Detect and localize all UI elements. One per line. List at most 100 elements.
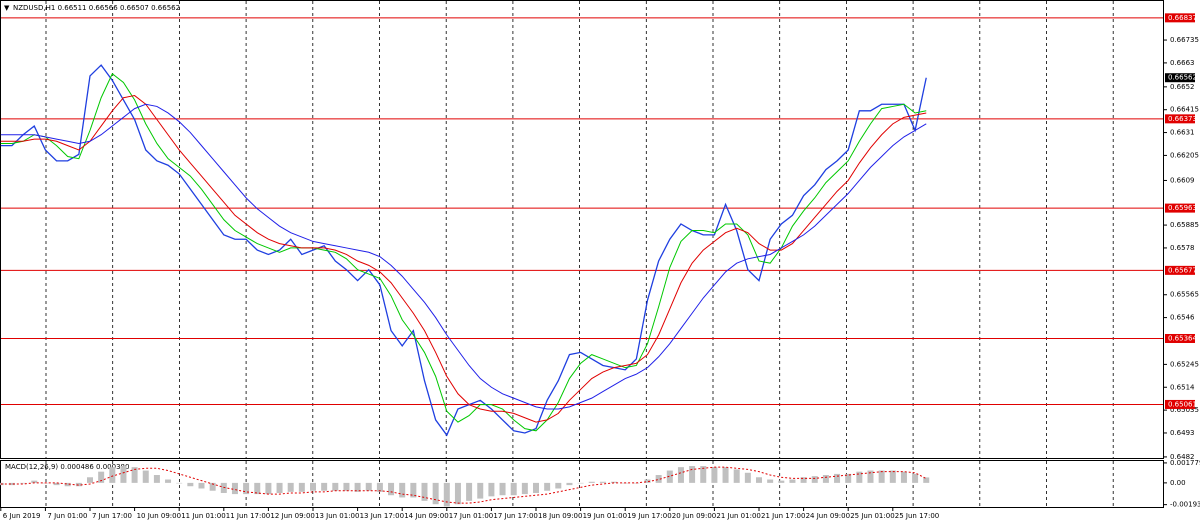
symbol-header: NZDUSD,H1 0.66511 0.66566 0.66507 0.6656…: [13, 4, 180, 12]
x-tick-label: 13 Jun 17:00: [360, 512, 404, 520]
macd-bar: [410, 482, 417, 498]
macd-bar: [477, 482, 484, 499]
y-tick-label: 0.001779: [1170, 459, 1200, 467]
macd-bar: [376, 482, 383, 492]
macd-bar: [220, 482, 227, 493]
macd-bar: [845, 473, 852, 483]
level-label-box: [1165, 333, 1195, 343]
macd-bar: [187, 482, 194, 487]
y-tick-label: 0.00: [1170, 479, 1186, 487]
macd-bar: [521, 482, 528, 495]
macd-bar: [744, 472, 751, 483]
macd-bar: [332, 482, 339, 491]
macd-bar: [298, 482, 305, 492]
macd-bar: [120, 466, 127, 483]
macd-bar: [923, 477, 930, 483]
macd-bar: [321, 482, 328, 491]
x-tick-label: 7 Jun 01:00: [47, 512, 87, 520]
macd-bar: [287, 482, 294, 492]
y-tick-label: 0.66205: [1170, 151, 1199, 159]
macd-header: MACD(12,26,9) 0.000486 0.000380: [5, 463, 129, 471]
signal-line: [0, 466, 927, 504]
close: 0.66562: [151, 4, 180, 12]
macd-bar: [666, 470, 673, 483]
macd-bar: [399, 482, 406, 498]
macd-bar: [778, 480, 785, 483]
level-label-box: [1165, 265, 1195, 275]
macd-bar: [800, 477, 807, 483]
level-label: 0.65061: [1168, 400, 1197, 408]
x-tick-label: 12 Jun 09:00: [270, 512, 314, 520]
y-tick-label: 0.6663: [1170, 59, 1195, 67]
macd-bar: [599, 481, 606, 483]
level-label-box: [1165, 114, 1195, 124]
x-tick-label: 11 Jun 01:00: [181, 512, 225, 520]
indicator: MACD(12,26,9): [5, 463, 58, 471]
symbol: NZDUSD,H1: [13, 4, 55, 12]
y-tick-label: 0.65565: [1170, 291, 1199, 299]
macd-bar: [611, 481, 618, 483]
macd-bar: [689, 466, 696, 483]
x-tick-label: 17 Jun 17:00: [493, 512, 537, 520]
y-tick-label: 0.6514: [1170, 383, 1195, 391]
x-tick-label: 25 Jun 17:00: [895, 512, 939, 520]
macd-bar: [856, 471, 863, 483]
x-tick-label: 19 Jun 17:00: [627, 512, 671, 520]
y-tick-label: 0.6493: [1170, 429, 1195, 437]
x-tick-label: 25 Jun 01:00: [850, 512, 894, 520]
x-tick-label: 19 Jun 01:00: [583, 512, 627, 520]
level-label: 0.66837: [1168, 14, 1197, 22]
macd-bar: [912, 473, 919, 483]
macd-bar: [867, 470, 874, 483]
macd-bar: [834, 473, 841, 483]
macd-bar: [276, 482, 283, 493]
macd-bar: [533, 482, 539, 493]
level-label: 0.65364: [1168, 334, 1197, 342]
level-label: 0.65677: [1168, 266, 1197, 274]
macd-bar: [64, 482, 71, 487]
macd-bar: [566, 482, 573, 486]
y-tick-label: 0.66415: [1170, 106, 1199, 114]
macd-bar: [87, 477, 93, 483]
macd-bar: [811, 476, 818, 483]
macd-bar: [711, 467, 718, 483]
x-tick-label: 14 Jun 09:00: [404, 512, 448, 520]
macd-bar: [577, 482, 584, 484]
x-tick-label: 13 Jun 01:00: [315, 512, 359, 520]
macd-bar: [31, 480, 38, 483]
y-tick-label: -0.001939: [1170, 501, 1200, 509]
macd-bar: [655, 475, 662, 483]
y-tick-label: 0.6609: [1170, 176, 1195, 184]
macd-bar: [900, 471, 907, 483]
y-tick-label: 0.6631: [1170, 129, 1195, 137]
macd-bar: [153, 475, 160, 483]
signal-reading: 0.000380: [96, 463, 129, 471]
level-label: 0.65963: [1168, 204, 1197, 212]
macd-bar: [75, 482, 82, 487]
macd-bar: [109, 467, 116, 483]
low: 0.66507: [120, 4, 149, 12]
y-tick-label: 0.65885: [1170, 221, 1199, 229]
price-line: [0, 95, 927, 423]
macd-bar: [767, 479, 774, 483]
x-tick-label: 24 Jun 09:00: [806, 512, 850, 520]
macd-bar: [53, 482, 60, 486]
macd-bar: [644, 479, 651, 483]
macd-bar: [176, 482, 183, 484]
macd-bar: [265, 482, 272, 495]
y-tick-label: 0.6546: [1170, 314, 1195, 322]
macd-bar: [343, 482, 350, 491]
y-tick-label: 0.6652: [1170, 83, 1195, 91]
x-tick-label: 17 Jun 01:00: [449, 512, 493, 520]
macd-bar: [165, 479, 172, 483]
level-label: 0.66373: [1168, 115, 1197, 123]
main-pane-border: [0, 0, 1164, 459]
price-line: [0, 73, 927, 432]
x-tick-label: 6 Jun 2019: [3, 512, 41, 520]
macd-bar: [421, 482, 428, 501]
macd-bar: [443, 482, 450, 507]
macd-bar: [254, 482, 261, 495]
macd-bar: [499, 482, 506, 496]
collapse-icon: ▼: [4, 4, 10, 12]
y-tick-label: 0.6578: [1170, 244, 1195, 252]
